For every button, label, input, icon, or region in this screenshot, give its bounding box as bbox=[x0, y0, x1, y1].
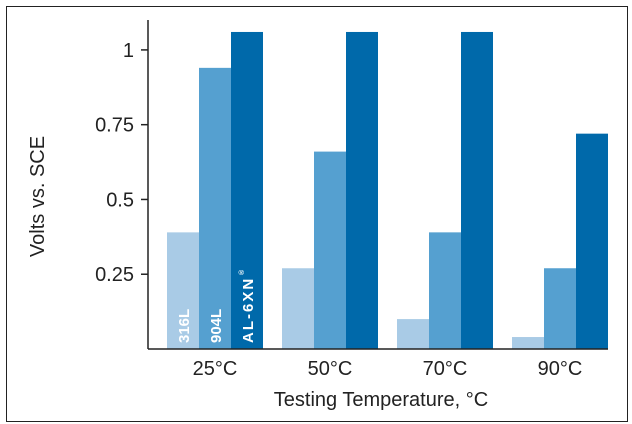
series-label: AL-6XN bbox=[240, 277, 257, 343]
y-tick-label: 1 bbox=[123, 40, 134, 62]
y-axis-title: Volts vs. SCE bbox=[27, 136, 49, 257]
bar bbox=[314, 151, 346, 349]
x-tick-labels: 25°C 50°C 70°C 90°C bbox=[193, 358, 583, 380]
y-tick-label: 0.25 bbox=[95, 264, 134, 286]
axes bbox=[147, 20, 608, 350]
chart-frame bbox=[6, 6, 628, 422]
x-tick-label: 70°C bbox=[423, 358, 468, 380]
x-tick-label: 50°C bbox=[308, 358, 353, 380]
bars-layer bbox=[167, 31, 608, 350]
x-tick-label: 90°C bbox=[538, 358, 583, 380]
series-labels: 316L 904L AL-6XN ® bbox=[176, 269, 257, 343]
bar bbox=[576, 133, 608, 349]
bar bbox=[544, 268, 576, 349]
bar bbox=[282, 268, 314, 349]
bar bbox=[397, 319, 429, 349]
registered-mark: ® bbox=[238, 269, 246, 275]
y-tick-label: 0.75 bbox=[95, 115, 134, 137]
bar bbox=[512, 337, 544, 349]
series-label: 316L bbox=[176, 309, 193, 343]
y-ticks: 0.25 0.5 0.75 1 bbox=[95, 40, 148, 286]
x-axis-title: Testing Temperature, °C bbox=[274, 389, 488, 411]
bar bbox=[461, 31, 493, 350]
bar bbox=[346, 31, 378, 350]
bar bbox=[167, 232, 199, 349]
bar bbox=[199, 67, 231, 349]
x-tick-label: 25°C bbox=[193, 358, 238, 380]
bar bbox=[429, 232, 461, 349]
series-label: 904L bbox=[208, 309, 225, 343]
bar bbox=[231, 31, 263, 350]
y-tick-label: 0.5 bbox=[106, 189, 134, 211]
